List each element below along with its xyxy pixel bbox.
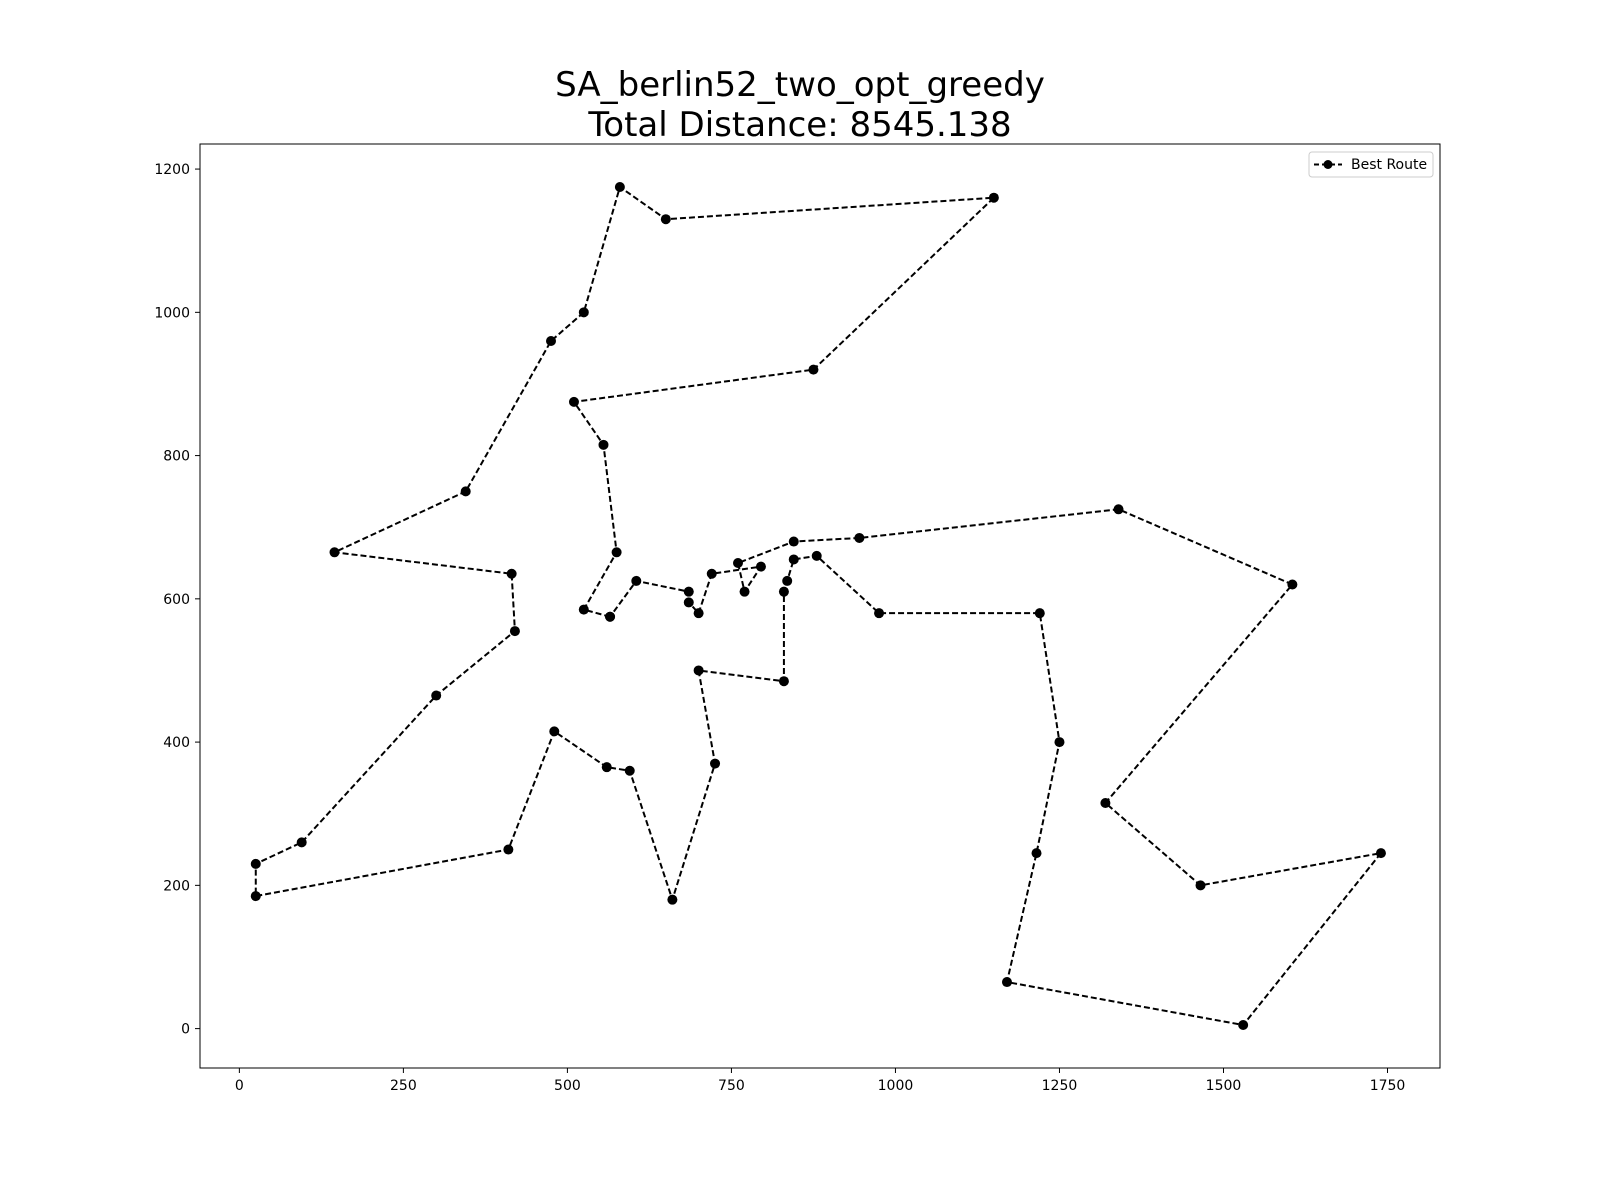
route-point (568, 396, 579, 407)
legend-label-best-route: Best Route (1351, 157, 1427, 173)
route-point (250, 858, 261, 869)
y-tick-label: 800 (163, 449, 190, 465)
route-point (1001, 977, 1012, 988)
route-point (732, 558, 743, 569)
route-point (693, 608, 704, 619)
route-point (578, 604, 589, 615)
route-marker-series (250, 181, 1386, 1031)
route-point (808, 364, 819, 375)
route-point (788, 536, 799, 547)
x-tick-label: 1250 (1042, 1078, 1078, 1094)
route-point (329, 547, 340, 558)
route-point (1113, 504, 1124, 515)
route-point (874, 608, 885, 619)
y-tick-label: 0 (181, 1022, 190, 1038)
route-point (778, 586, 789, 597)
x-tick-label: 500 (554, 1078, 581, 1094)
route-point (509, 626, 520, 637)
route-point (578, 307, 589, 318)
route-point (755, 561, 766, 572)
route-point (1375, 848, 1386, 859)
x-tick-label: 0 (235, 1078, 244, 1094)
chart-subtitle: Total Distance: 8545.138 (587, 105, 1011, 145)
route-point (503, 844, 514, 855)
route-point (706, 568, 717, 579)
route-point (788, 554, 799, 565)
route-point (296, 837, 307, 848)
y-axis: 0 200 400 600 800 1000 1200 (154, 162, 200, 1038)
route-point (988, 192, 999, 203)
x-tick-label: 750 (718, 1078, 745, 1094)
x-tick-label: 1000 (878, 1078, 914, 1094)
route-point (631, 575, 642, 586)
route-point (598, 439, 609, 450)
y-tick-label: 1000 (154, 305, 190, 321)
route-point (431, 690, 442, 701)
legend-box (1308, 151, 1434, 178)
route-point (624, 765, 635, 776)
route-point (460, 486, 471, 497)
route-point (605, 611, 616, 622)
route-point (811, 550, 822, 561)
route-point (1195, 880, 1206, 891)
y-tick-label: 1200 (154, 162, 190, 178)
plot-area (199, 143, 1441, 1069)
route-point (1238, 1020, 1249, 1031)
y-tick-label: 200 (163, 878, 190, 894)
route-point (710, 758, 721, 769)
route-point (614, 181, 625, 192)
route-point (782, 575, 793, 586)
route-point (601, 762, 612, 773)
route-point (1031, 848, 1042, 859)
route-point (854, 532, 865, 543)
route-point (778, 676, 789, 687)
x-axis: 0 250 500 750 1000 1250 1500 1750 (235, 1068, 1405, 1094)
x-tick-label: 250 (390, 1078, 417, 1094)
route-point (506, 568, 517, 579)
x-tick-label: 1750 (1370, 1078, 1406, 1094)
route-point (683, 597, 694, 608)
chart-title: SA_berlin52_two_opt_greedy (555, 65, 1045, 105)
route-point (611, 547, 622, 558)
route-point (1034, 608, 1045, 619)
y-tick-label: 600 (163, 592, 190, 608)
route-point (739, 586, 750, 597)
route-point (667, 894, 678, 905)
route-point (250, 891, 261, 902)
route-point (1100, 797, 1111, 808)
legend-marker-swatch (1323, 160, 1333, 169)
route-point (1054, 737, 1065, 748)
route-point (1287, 579, 1298, 590)
route-point (546, 335, 557, 346)
y-tick-label: 400 (163, 735, 190, 751)
route-point (549, 726, 560, 737)
legend: Best Route (1308, 151, 1434, 178)
route-point (683, 586, 694, 597)
route-point (660, 214, 671, 225)
x-tick-label: 1500 (1206, 1078, 1242, 1094)
route-point (693, 665, 704, 676)
